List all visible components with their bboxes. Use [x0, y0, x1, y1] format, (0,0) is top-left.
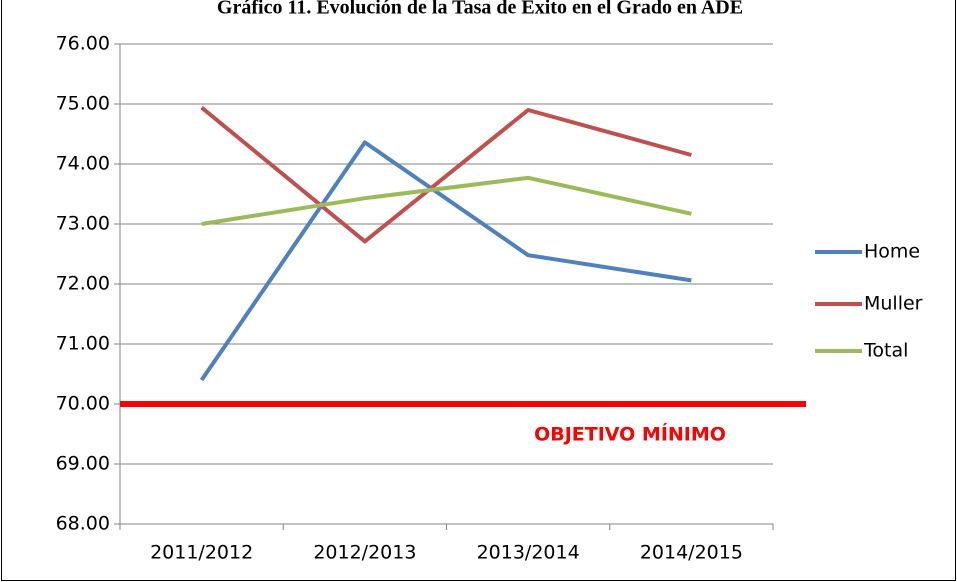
- y-tick-label: 72.00: [56, 273, 110, 295]
- legend-label: Muller: [864, 293, 923, 315]
- legend-label: Total: [863, 340, 908, 362]
- target-label: OBJETIVO MÍNIMO: [534, 423, 726, 446]
- y-tick-label: 76.00: [56, 33, 110, 55]
- x-tick-label: 2011/2012: [150, 542, 253, 564]
- x-tick-label: 2013/2014: [477, 542, 580, 564]
- series-line: [201, 175, 692, 226]
- y-tick-label: 68.00: [56, 513, 110, 535]
- y-tick-label: 73.00: [56, 213, 110, 235]
- series-line: [200, 106, 692, 244]
- y-tick-label: 71.00: [56, 333, 110, 355]
- y-tick-label: 74.00: [56, 153, 110, 175]
- series-line: [199, 140, 692, 382]
- y-tick-label: 69.00: [56, 453, 110, 475]
- chart-title: Gráfico 11. Evolución de la Tasa de Éxit…: [217, 0, 743, 19]
- legend-label: Home: [864, 241, 920, 263]
- y-tick-label: 75.00: [56, 93, 110, 115]
- x-tick-label: 2012/2013: [313, 542, 416, 564]
- x-tick-label: 2014/2015: [640, 542, 743, 564]
- y-tick-label: 70.00: [56, 393, 110, 415]
